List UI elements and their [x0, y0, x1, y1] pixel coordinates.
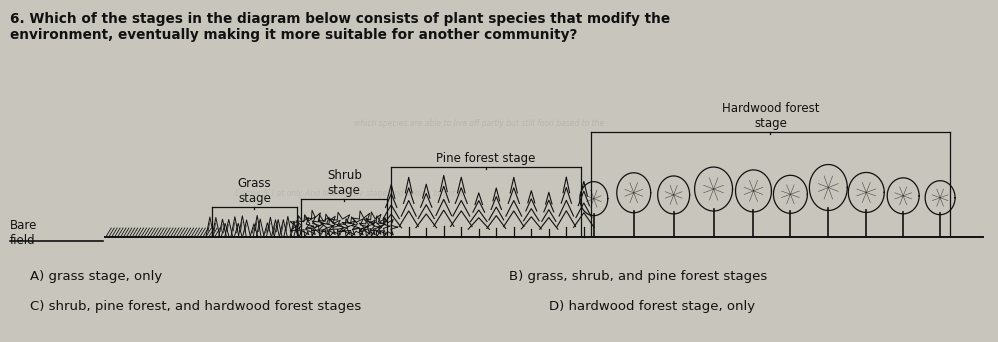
Text: Pine forest stage: Pine forest stage	[436, 152, 536, 165]
Text: Grass
stage: Grass stage	[238, 177, 271, 205]
Text: Bare
field: Bare field	[10, 219, 37, 247]
Text: Carrey (C) at only And learned by stage and shown to get it: Carrey (C) at only And learned by stage …	[236, 189, 463, 198]
Text: 6. Which of the stages in the diagram below consists of plant species that modif: 6. Which of the stages in the diagram be…	[10, 12, 670, 42]
Text: B) grass, shrub, and pine forest stages: B) grass, shrub, and pine forest stages	[509, 270, 767, 283]
Text: which species are able to live off partly but still food based to the: which species are able to live off partl…	[354, 119, 604, 129]
Text: A) grass stage, only: A) grass stage, only	[30, 270, 163, 283]
Text: C) shrub, pine forest, and hardwood forest stages: C) shrub, pine forest, and hardwood fore…	[30, 300, 361, 313]
Text: D) hardwood forest stage, only: D) hardwood forest stage, only	[549, 300, 755, 313]
Text: Shrub
stage: Shrub stage	[327, 169, 361, 197]
Text: Hardwood forest
stage: Hardwood forest stage	[722, 102, 819, 130]
